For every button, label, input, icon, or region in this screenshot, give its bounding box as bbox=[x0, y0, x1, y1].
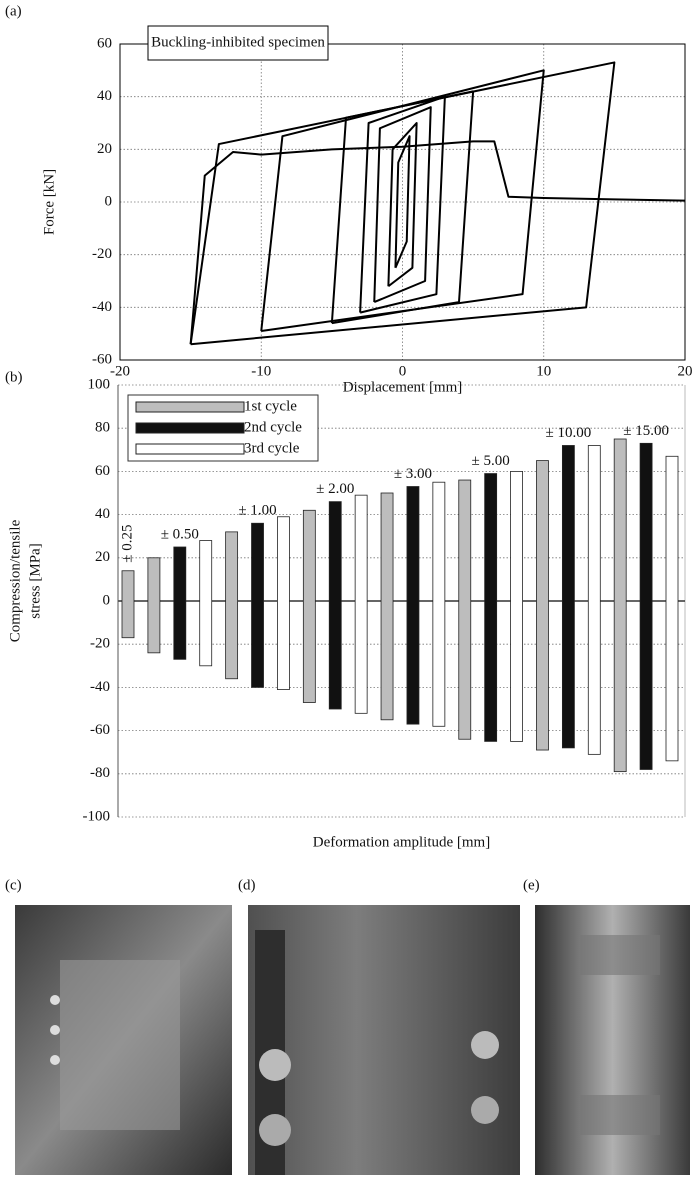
x-tick-label: -10 bbox=[251, 363, 271, 379]
bar bbox=[147, 557, 161, 654]
y-tick-label: 20 bbox=[95, 549, 110, 565]
bar bbox=[639, 442, 653, 770]
bar bbox=[302, 509, 316, 703]
photo-c bbox=[15, 905, 232, 1175]
bar bbox=[432, 481, 446, 727]
bar bbox=[225, 531, 239, 680]
bar bbox=[587, 445, 601, 755]
amplitude-label: ± 3.00 bbox=[394, 466, 432, 482]
y-tick-label: -80 bbox=[90, 765, 110, 781]
y-tick-label: -20 bbox=[92, 246, 112, 262]
bar bbox=[173, 546, 187, 660]
bar bbox=[510, 470, 523, 742]
legend-label: 3rd cycle bbox=[244, 440, 300, 456]
panel-label: (c) bbox=[5, 877, 22, 893]
annotation-box bbox=[147, 25, 329, 61]
amplitude-label: ± 0.25 bbox=[119, 525, 135, 563]
amplitude-label: ± 2.00 bbox=[316, 481, 354, 497]
y-axis-label: Force [kN] bbox=[41, 169, 57, 235]
bar bbox=[121, 570, 135, 639]
y-tick-label: -20 bbox=[90, 636, 110, 652]
photo-d bbox=[248, 905, 520, 1175]
amplitude-label: ± 10.00 bbox=[546, 425, 592, 441]
amplitude-label: ± 15.00 bbox=[623, 423, 669, 439]
y-axis-label: Compression/tensile bbox=[7, 519, 23, 642]
legend-swatch bbox=[135, 422, 245, 434]
y-tick-label: 100 bbox=[88, 376, 111, 392]
legend-label: 2nd cycle bbox=[244, 419, 302, 435]
y-tick-label: 80 bbox=[95, 420, 110, 436]
amplitude-label: ± 1.00 bbox=[238, 503, 276, 519]
panel-label: (d) bbox=[238, 877, 256, 893]
y-tick-label: 60 bbox=[97, 35, 112, 51]
y-tick-label: -40 bbox=[90, 679, 110, 695]
panel-label: (e) bbox=[523, 877, 540, 893]
bar bbox=[406, 486, 420, 725]
bar bbox=[613, 438, 627, 773]
y-tick-label: 20 bbox=[97, 141, 112, 157]
loop-line bbox=[330, 90, 475, 325]
x-tick-label: 20 bbox=[678, 363, 693, 379]
y-tick-label: 0 bbox=[105, 193, 113, 209]
bar bbox=[251, 522, 264, 688]
loop-line bbox=[189, 61, 616, 346]
amplitude-label: ± 0.50 bbox=[161, 526, 199, 542]
bar bbox=[484, 473, 498, 742]
bar bbox=[665, 455, 679, 762]
legend-label: 1st cycle bbox=[244, 398, 297, 414]
amplitude-label: ± 5.00 bbox=[472, 453, 510, 469]
plot-frame bbox=[119, 43, 686, 361]
bar bbox=[561, 445, 575, 749]
bar bbox=[328, 501, 342, 710]
y-tick-label: -40 bbox=[92, 299, 112, 315]
bar bbox=[277, 516, 290, 690]
loop-line bbox=[394, 135, 411, 269]
y-tick-label: 40 bbox=[95, 506, 110, 522]
y-tick-label: -60 bbox=[90, 722, 110, 738]
x-axis-label: Deformation amplitude [mm] bbox=[313, 834, 490, 850]
bar bbox=[380, 492, 394, 721]
y-tick-label: -100 bbox=[83, 808, 111, 824]
photo-e bbox=[535, 905, 690, 1175]
y-tick-label: -60 bbox=[92, 351, 112, 367]
x-tick-label: -20 bbox=[110, 363, 130, 379]
y-tick-label: 60 bbox=[95, 463, 110, 479]
loop-line bbox=[260, 69, 545, 333]
loop-line bbox=[387, 122, 418, 288]
x-tick-label: 10 bbox=[536, 363, 551, 379]
loop-line bbox=[189, 140, 686, 345]
panel-label: (b) bbox=[5, 369, 23, 385]
annotation: Buckling-inhibited specimen bbox=[151, 34, 325, 50]
panel-label: (a) bbox=[5, 3, 22, 19]
bar bbox=[354, 494, 368, 714]
y-tick-label: 0 bbox=[103, 592, 111, 608]
legend-swatch bbox=[135, 443, 245, 455]
loop-line bbox=[373, 106, 432, 303]
x-tick-label: 0 bbox=[399, 363, 407, 379]
bar bbox=[458, 479, 472, 740]
bar bbox=[536, 460, 549, 751]
bar bbox=[199, 540, 213, 667]
y-axis-label: stress [MPa] bbox=[27, 543, 43, 618]
x-axis-label: Displacement [mm] bbox=[343, 379, 463, 395]
y-tick-label: 40 bbox=[97, 88, 112, 104]
legend-swatch bbox=[135, 401, 245, 413]
